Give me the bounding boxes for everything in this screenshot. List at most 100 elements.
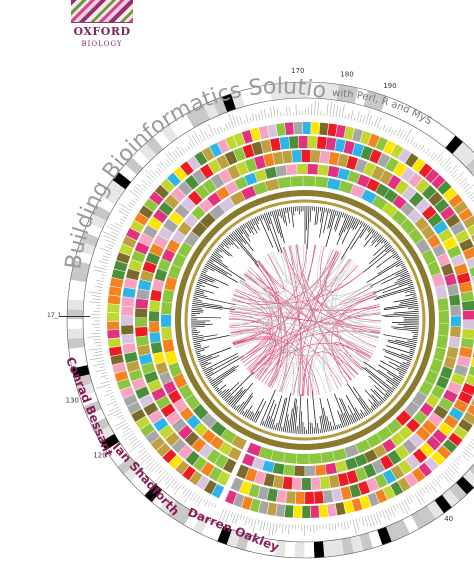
histogram-tick — [159, 161, 167, 170]
data-track-segment — [148, 410, 164, 424]
data-track-segment — [450, 305, 461, 316]
histogram-tick — [158, 472, 169, 484]
histogram-tick — [378, 511, 382, 518]
data-track-segment — [433, 347, 447, 362]
inner-histogram-spike — [341, 217, 356, 244]
inner-histogram-spike — [386, 389, 393, 395]
data-track-segment — [405, 454, 420, 470]
histogram-tick — [464, 448, 474, 457]
data-track-segment — [310, 122, 320, 135]
data-track-segment — [223, 458, 237, 474]
data-track-segment — [412, 448, 428, 464]
inner-histogram-spike — [406, 361, 411, 364]
inner-histogram-spike — [273, 425, 276, 430]
inner-histogram-spike — [380, 238, 386, 244]
inner-histogram-spike — [239, 395, 253, 414]
ideogram-band — [469, 463, 474, 475]
inner-histogram-spike — [200, 361, 208, 366]
histogram-tick — [252, 519, 257, 533]
data-track-segment — [460, 337, 474, 349]
data-track-segment — [231, 435, 247, 450]
histogram-tick — [94, 351, 103, 353]
histogram-tick — [445, 468, 455, 479]
histogram-tick — [193, 131, 201, 144]
inner-histogram-spike — [347, 383, 369, 416]
data-track-segment — [446, 245, 462, 259]
data-track-segment — [267, 488, 278, 502]
histogram-tick — [446, 166, 452, 172]
histogram-tick — [373, 513, 378, 525]
link-curve-grey — [229, 328, 288, 393]
ideogram-band — [112, 172, 132, 190]
histogram-tick — [466, 446, 472, 451]
histogram-tick — [223, 127, 226, 132]
link-curve — [249, 267, 288, 392]
histogram-tick — [147, 461, 158, 471]
histogram-tick — [214, 504, 217, 509]
locus-tick — [60, 316, 90, 317]
data-track-segment — [149, 321, 160, 333]
inner-histogram-spike — [352, 219, 359, 231]
data-track-segment — [400, 167, 415, 183]
data-track-segment — [352, 143, 365, 158]
inner-histogram-spike — [374, 385, 389, 399]
histogram-tick — [108, 244, 114, 247]
data-track-segment — [462, 247, 474, 260]
data-track-segment — [150, 436, 166, 451]
inner-histogram-spike — [191, 331, 201, 334]
ideogram-band — [274, 540, 286, 558]
inner-histogram-spike — [412, 295, 417, 297]
histogram-tick — [425, 148, 430, 155]
data-track-segment — [296, 164, 308, 175]
inner-histogram-spike — [216, 384, 227, 393]
histogram-tick — [337, 522, 339, 528]
inner-histogram-spike — [319, 207, 322, 212]
inner-histogram-spike — [393, 310, 419, 314]
histogram-tick — [108, 386, 112, 389]
histogram-tick — [245, 114, 249, 124]
histogram-tick — [184, 489, 190, 498]
inner-histogram-spike — [396, 367, 407, 373]
link-curve-grey — [297, 244, 353, 380]
data-track-segment — [131, 409, 146, 422]
inner-histogram-spike — [414, 334, 419, 336]
inner-histogram-spike — [231, 383, 253, 408]
data-track-segment — [311, 477, 321, 490]
histogram-tick — [113, 403, 119, 407]
data-track-segment — [392, 195, 407, 210]
histogram-tick — [164, 152, 174, 164]
histogram-tick — [328, 523, 330, 530]
inner-histogram-spike — [246, 411, 251, 419]
histogram-tick — [116, 414, 124, 419]
inner-histogram-spike — [370, 407, 374, 412]
data-track-segment — [425, 393, 440, 408]
histogram-tick — [407, 138, 410, 143]
histogram-tick — [255, 114, 258, 121]
data-track-segment — [228, 447, 242, 461]
histogram-tick — [106, 400, 117, 406]
data-track-segment — [249, 498, 261, 513]
data-track-segment — [334, 138, 346, 153]
histogram-tick — [361, 516, 365, 527]
inner-histogram-spike — [206, 355, 244, 379]
data-track-segment — [110, 354, 124, 365]
histogram-tick — [411, 494, 414, 498]
data-track-segment — [379, 170, 394, 185]
data-track-segment — [157, 258, 171, 272]
data-track-segment — [459, 238, 474, 252]
data-track-segment — [279, 136, 290, 150]
inner-histogram-spike — [336, 210, 339, 217]
histogram-tick — [441, 472, 451, 484]
link-curve-grey — [263, 255, 345, 289]
data-track-segment — [164, 194, 180, 209]
data-track-segment — [161, 248, 176, 263]
histogram-tick — [110, 398, 116, 401]
inner-histogram-spike — [385, 379, 397, 388]
ideogram-band — [72, 260, 91, 274]
data-track-segment — [192, 456, 208, 472]
data-track-segment — [321, 451, 335, 463]
inner-histogram-spike — [226, 395, 233, 403]
inner-histogram-spike — [383, 240, 387, 244]
data-track-segment — [294, 465, 305, 476]
